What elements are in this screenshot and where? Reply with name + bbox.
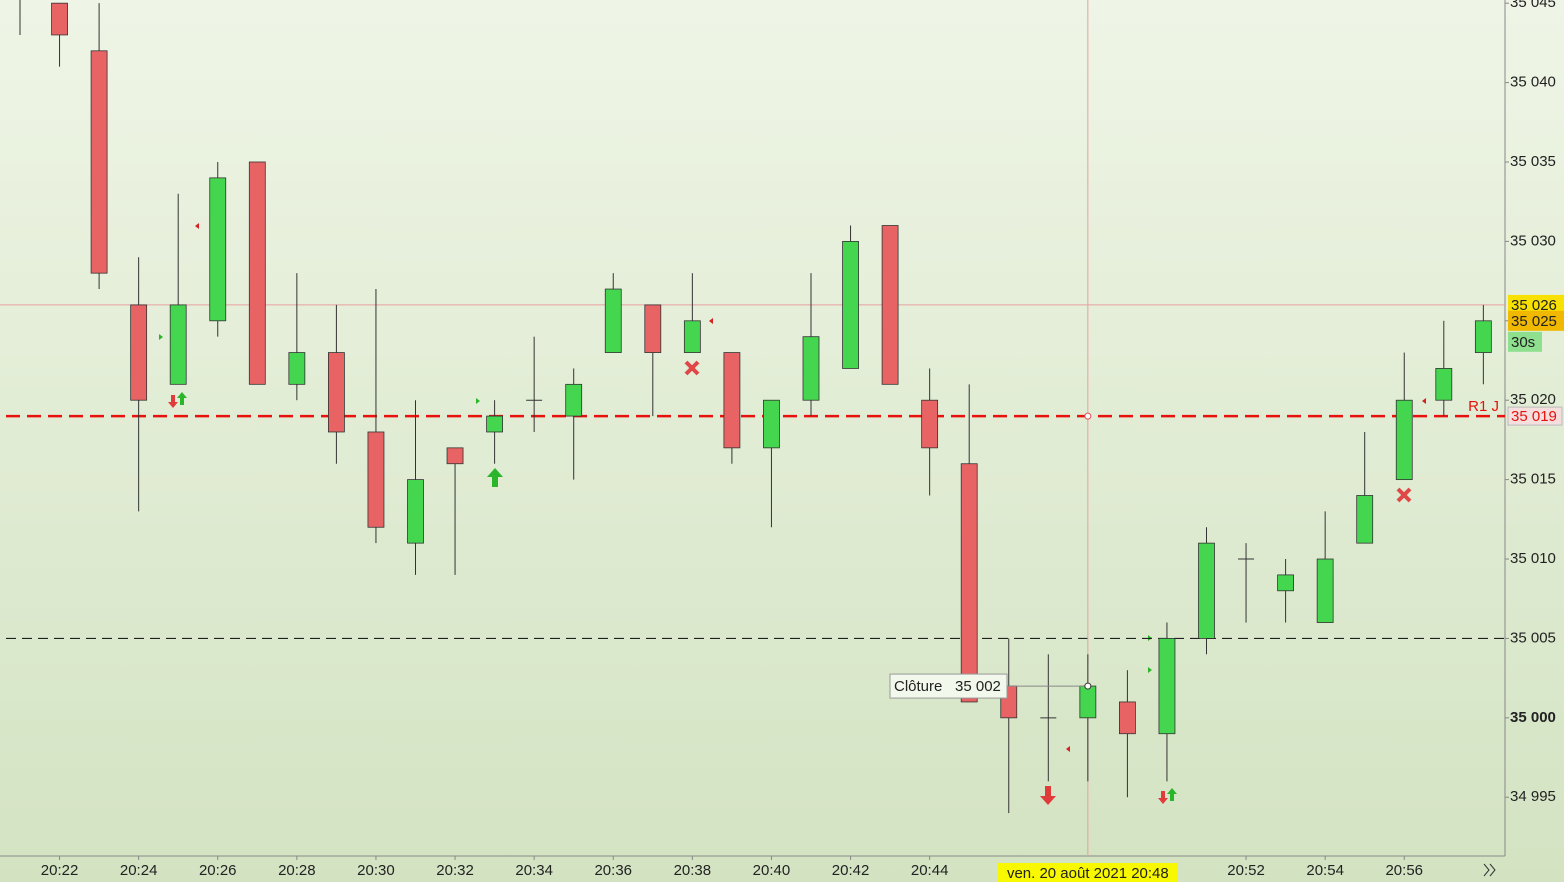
candle-body	[604, 288, 622, 353]
time-tag-label: ven. 20 août 2021 20:48	[1007, 865, 1169, 882]
x-tick-label: 20:34	[515, 862, 553, 879]
candle-body	[723, 352, 741, 449]
x-tick-label: 20:42	[832, 862, 870, 879]
candle-body	[960, 463, 978, 703]
scroll-button[interactable]	[1483, 863, 1496, 877]
y-tick-label: 35 000	[1510, 709, 1556, 726]
y-tick-label: 35 015	[1510, 471, 1556, 488]
y-tick-label: 34 995	[1510, 788, 1556, 805]
candle-body	[486, 415, 504, 433]
y-tick-label: 35 045	[1510, 0, 1556, 11]
signals	[159, 223, 1426, 805]
candle-body	[683, 320, 701, 353]
exit-cross	[684, 360, 1412, 503]
candle-body	[367, 431, 385, 528]
timeframe-tag	[1508, 331, 1542, 352]
candle-body	[130, 304, 148, 401]
x-tick-label: 20:22	[41, 862, 79, 879]
tooltip-label: Clôture	[894, 678, 942, 695]
y-tick-label: 35 040	[1510, 74, 1556, 91]
candle-body	[327, 352, 345, 433]
y-tick-label: 35 030	[1510, 232, 1556, 249]
candle-body	[446, 447, 464, 465]
candle-body	[1316, 558, 1334, 623]
tooltip-box	[889, 673, 1008, 699]
x-tick-label: 20:54	[1306, 862, 1344, 879]
candle-body	[565, 383, 583, 417]
candle-body	[169, 304, 187, 385]
candle-body	[1356, 495, 1374, 544]
candle-body	[1435, 368, 1453, 401]
crosshair-point	[1084, 412, 1092, 420]
candle-body	[407, 479, 424, 544]
timeframe-label: 30s	[1511, 334, 1535, 351]
x-tick-label: 20:32	[436, 862, 474, 879]
plot-area	[0, 0, 1505, 856]
candle-body	[881, 225, 899, 385]
candle-body	[1277, 574, 1294, 592]
last-price-tag	[1508, 310, 1564, 331]
candle-body	[51, 2, 68, 36]
tooltip-value: 35 002	[955, 678, 1001, 695]
candle-body	[1119, 701, 1136, 735]
candle-body	[1474, 320, 1492, 353]
x-tick-label: 20:30	[357, 862, 395, 879]
x-tick-label: 20:40	[753, 862, 791, 879]
candle-body	[1158, 638, 1176, 735]
y-tick-label: 35 035	[1510, 153, 1556, 170]
candle-body	[644, 304, 662, 353]
y-tick-label: 35 005	[1510, 629, 1556, 646]
time-tag	[997, 863, 1178, 882]
candle-body	[90, 50, 108, 274]
candle-body	[1198, 542, 1215, 639]
x-tick-label: 20:44	[911, 862, 949, 879]
y-tick-label: 35 010	[1510, 550, 1556, 567]
x-tick-label: 20:26	[199, 862, 237, 879]
x-tick-label: 20:36	[594, 862, 632, 879]
x-tick-label: 20:24	[120, 862, 158, 879]
candle-body	[1079, 685, 1097, 719]
candle-body	[842, 240, 859, 369]
level-name: R1 J	[1468, 398, 1499, 415]
tooltip-point	[1084, 682, 1092, 690]
last-price-label: 35 025	[1511, 313, 1557, 330]
candle-body	[921, 399, 939, 449]
candle-body	[802, 336, 820, 401]
x-tick-label: 20:38	[674, 862, 712, 879]
x-tick-label: 20:56	[1385, 862, 1423, 879]
candle-body	[209, 177, 227, 322]
candle-body	[1395, 399, 1413, 481]
candle-body	[248, 161, 266, 385]
level-tag-label: 35 019	[1511, 408, 1557, 425]
crosshair-tag-label: 35 026	[1511, 297, 1557, 314]
x-tick-label: 20:28	[278, 862, 316, 879]
candle-body	[288, 352, 306, 385]
x-tick-label: 20:52	[1227, 862, 1265, 879]
level-tag	[1507, 406, 1563, 426]
candle-body	[763, 399, 780, 449]
crosshair-tag	[1508, 294, 1564, 315]
y-tick-label: 35 020	[1510, 391, 1556, 408]
